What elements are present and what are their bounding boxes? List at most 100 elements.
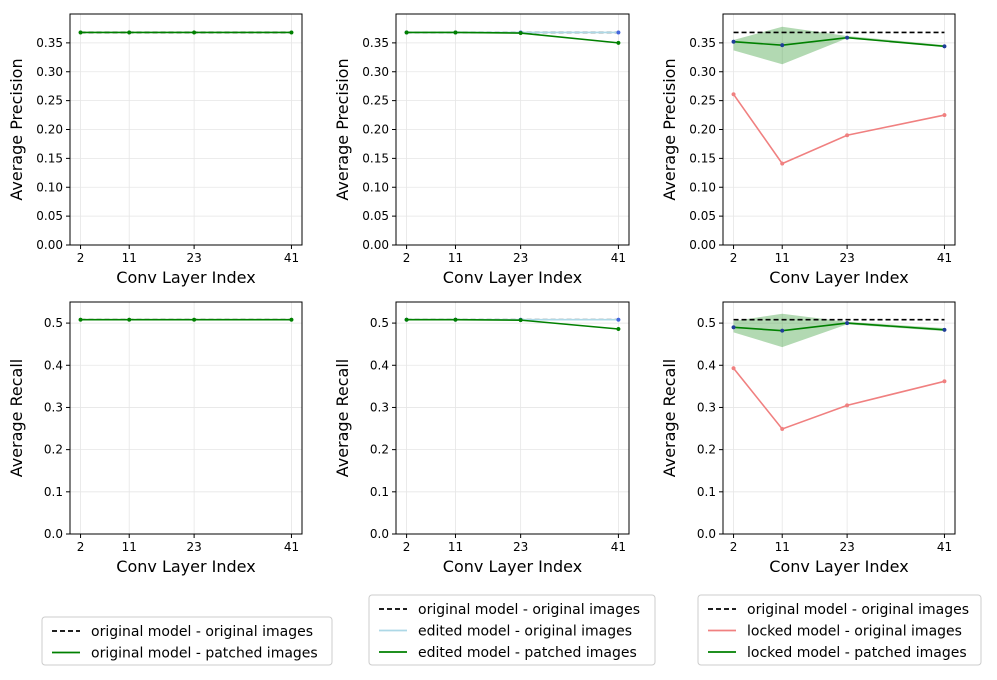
y-tick-label: 0.5 xyxy=(370,316,389,330)
x-tick-label: 41 xyxy=(284,251,299,265)
series-line-locked-model---patched-images xyxy=(733,36,945,48)
y-tick-label: 0.10 xyxy=(362,180,389,194)
data-point xyxy=(845,321,850,326)
data-point xyxy=(78,317,83,322)
y-tick-label: 0.35 xyxy=(36,36,63,50)
legend-label: original model - original images xyxy=(418,602,640,618)
y-tick-label: 0.0 xyxy=(370,527,389,541)
y-tick-label: 0.5 xyxy=(697,316,716,330)
axes-frame xyxy=(722,301,956,535)
x-tick-label: 2 xyxy=(403,251,411,265)
axes-frame xyxy=(69,301,303,535)
y-tick-label: 0.3 xyxy=(370,400,389,414)
data-point xyxy=(453,317,458,322)
y-tick-label: 0.2 xyxy=(370,443,389,457)
data-point xyxy=(404,30,409,35)
legend-1: original model - original images original… xyxy=(41,616,333,666)
data-point xyxy=(845,35,850,40)
y-tick-label: 0.10 xyxy=(36,180,63,194)
legend-label: edited model - original images xyxy=(418,624,632,640)
data-point xyxy=(616,317,621,322)
x-tick-label: 41 xyxy=(611,251,626,265)
data-point xyxy=(192,317,197,322)
y-tick-label: 0.1 xyxy=(370,485,389,499)
data-point xyxy=(845,133,850,138)
y-tick-label: 0.15 xyxy=(689,151,716,165)
y-tick-label: 0.5 xyxy=(44,316,63,330)
series-line-edited-model---patched-images xyxy=(406,31,619,44)
data-point xyxy=(616,30,621,35)
y-tick-label: 0.00 xyxy=(689,238,716,252)
legend-2: original model - original images edited m… xyxy=(368,594,656,666)
x-tick-label: 23 xyxy=(186,540,201,554)
y-tick-label: 0.2 xyxy=(44,443,63,457)
y-tick-label: 0.05 xyxy=(36,209,63,223)
confidence-band xyxy=(733,313,945,348)
data-point xyxy=(518,318,523,323)
x-axis-label: Conv Layer Index xyxy=(769,557,908,576)
y-tick-label: 0.4 xyxy=(697,358,716,372)
data-point xyxy=(731,366,736,371)
y-tick-label: 0.05 xyxy=(362,209,389,223)
y-tick-label: 0.0 xyxy=(697,527,716,541)
data-point xyxy=(127,30,132,35)
y-tick-label: 0.2 xyxy=(697,443,716,457)
x-axis-label: Conv Layer Index xyxy=(443,268,582,287)
data-point xyxy=(780,161,785,166)
subplot-p10: 2 11 23 41 0.0 0.1 0.2 0.3 0.4 0.5 Conv Layer Inde… xyxy=(7,301,303,576)
y-axis-label: Average Recall xyxy=(7,359,26,478)
x-axis-label: Conv Layer Index xyxy=(443,557,582,576)
y-tick-label: 0.30 xyxy=(362,65,389,79)
legend-label: locked model - original images xyxy=(747,624,962,640)
data-point xyxy=(780,43,785,48)
data-point xyxy=(127,317,132,322)
y-tick-label: 0.0 xyxy=(44,527,63,541)
data-point xyxy=(780,426,785,432)
x-tick-label: 23 xyxy=(839,251,854,265)
y-tick-label: 0.25 xyxy=(36,94,63,108)
subplot-p01: 2 11 23 41 0.00 0.05 0.10 0.15 0.20 0.25 0.30 0.35 C… xyxy=(333,13,630,287)
data-point xyxy=(78,30,83,35)
legend-box xyxy=(697,594,982,666)
subplot-p12: 2 11 23 41 0.0 0.1 0.2 0.3 0.4 0.5 Conv Layer Inde… xyxy=(660,301,956,576)
y-tick-label: 0.00 xyxy=(362,238,389,252)
legend-label: locked model - patched images xyxy=(747,645,967,661)
x-tick-label: 2 xyxy=(77,251,85,265)
x-tick-label: 41 xyxy=(937,251,952,265)
x-tick-label: 11 xyxy=(448,251,463,265)
series-line-locked-model---original-images xyxy=(732,93,945,165)
data-point xyxy=(845,403,850,408)
y-tick-label: 0.25 xyxy=(362,94,389,108)
y-axis-label: Average Precision xyxy=(660,58,679,200)
legend-label: edited model - patched images xyxy=(418,645,637,661)
legend-box xyxy=(41,616,333,666)
y-tick-label: 0.15 xyxy=(362,151,389,165)
x-axis-label: Conv Layer Index xyxy=(769,268,908,287)
y-tick-label: 0.35 xyxy=(689,36,716,50)
series-line-edited-model---patched-images xyxy=(406,318,619,330)
data-point xyxy=(289,317,294,322)
y-tick-label: 0.10 xyxy=(689,180,716,194)
y-tick-label: 0.30 xyxy=(36,65,63,79)
data-point xyxy=(942,379,947,384)
y-tick-label: 0.35 xyxy=(362,36,389,50)
series-line-locked-model---patched-images xyxy=(733,322,945,332)
axes-frame xyxy=(395,301,630,535)
y-axis-label: Average Precision xyxy=(7,58,26,200)
x-tick-label: 2 xyxy=(403,540,411,554)
series-line-locked-model---original-images xyxy=(732,367,945,430)
x-tick-label: 23 xyxy=(186,251,201,265)
y-tick-label: 0.15 xyxy=(36,151,63,165)
y-tick-label: 0.4 xyxy=(44,358,63,372)
x-axis-label: Conv Layer Index xyxy=(116,557,255,576)
y-axis-label: Average Recall xyxy=(333,359,352,478)
data-point xyxy=(731,92,736,97)
y-tick-label: 0.25 xyxy=(689,94,716,108)
data-point xyxy=(942,44,947,49)
x-tick-label: 41 xyxy=(284,540,299,554)
y-tick-label: 0.20 xyxy=(36,123,63,137)
x-tick-label: 11 xyxy=(775,251,790,265)
legend-3: original model - original images locked m… xyxy=(697,594,982,666)
data-point xyxy=(192,30,197,35)
